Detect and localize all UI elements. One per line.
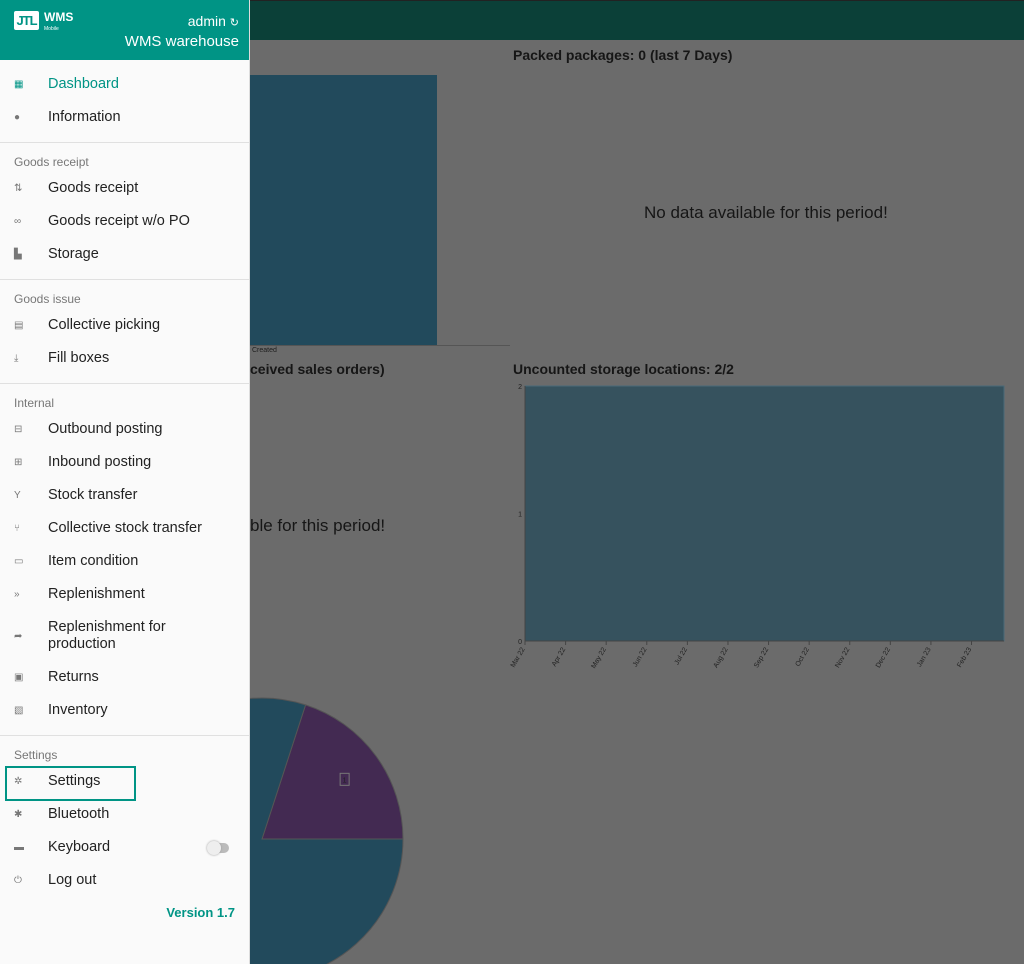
plus-box-icon: ⊞ <box>14 457 23 468</box>
nav-item-label: Dashboard <box>48 76 119 92</box>
created-bar <box>250 75 437 345</box>
nav-item-label: Log out <box>48 872 97 888</box>
nav-item-label: Goods receipt w/o PO <box>48 213 190 229</box>
nav-item-dashboard[interactable]: ▦ Dashboard <box>0 68 249 101</box>
y-tick-label: 0 <box>518 639 522 646</box>
nav-item-collective-stock-transfer[interactable]: ⑂ Collective stock transfer <box>0 512 249 545</box>
logo: JTL WMS Mobile <box>14 11 73 35</box>
nav-item-goods-receipt-w-o-po[interactable]: ∞ Goods receipt w/o PO <box>0 205 249 238</box>
y-tick-label: 2 <box>518 384 522 391</box>
nav-item-label: Stock transfer <box>48 487 138 503</box>
keyboard-icon: ▬ <box>14 842 24 853</box>
nav-item-label: Replenishment <box>48 586 145 602</box>
sales-orders-title: ceived sales orders) <box>250 361 385 377</box>
section-header: Settings <box>14 748 58 762</box>
sales-nodata: ble for this period! <box>250 516 386 535</box>
arrows-updown-icon: ⇅ <box>14 183 23 194</box>
nav-item-label: Inbound posting <box>48 454 152 470</box>
user-name[interactable]: admin ↻ <box>187 13 239 29</box>
nav-item-replenishment-for-production[interactable]: ➦ Replenishment for production <box>0 611 249 661</box>
pie-slice <box>261 704 404 840</box>
merge-icon: Y <box>14 490 21 501</box>
nav-item-bluetooth[interactable]: ✱ Bluetooth <box>0 798 249 831</box>
nav-item-label: Inventory <box>48 702 108 718</box>
section-header: Goods issue <box>14 292 81 306</box>
nav-section: Goods issue ▤ Collective picking ⤓ Fill boxe… <box>0 280 249 384</box>
nav-item-replenishment[interactable]: » Replenishment <box>0 578 249 611</box>
slice-label: 1 <box>343 777 347 784</box>
infinity-icon: ∞ <box>14 216 22 227</box>
inventory-icon: ▧ <box>14 705 24 716</box>
minus-box-icon: ⊟ <box>14 424 23 435</box>
nav-item-label: Returns <box>48 669 99 685</box>
fast-forward-icon: » <box>14 589 20 600</box>
nav-item-stock-transfer[interactable]: Y Stock transfer <box>0 479 249 512</box>
nav-section: Settings ✲ Settings ✱ Bluetooth ▬ Keyboard ⏻ Log… <box>0 736 249 905</box>
share-arrow-icon: ➦ <box>14 630 23 642</box>
storage-icon: ▙ <box>14 249 22 260</box>
nav-item-label: Keyboard <box>48 839 111 855</box>
nav-section: Internal ⊟ Outbound posting ⊞ Inbound postin… <box>0 384 249 736</box>
drawer-header: JTL WMS Mobile admin ↻ WMS warehouse <box>0 0 249 60</box>
nav-item-inbound-posting[interactable]: ⊞ Inbound posting <box>0 446 249 479</box>
area-series <box>524 385 1005 642</box>
slice-label-box <box>339 772 350 786</box>
nav-item-label: Collective stock transfer <box>48 520 202 536</box>
nav-item-label: Bluetooth <box>48 806 110 822</box>
gear-icon: ✲ <box>14 776 23 787</box>
navigation-drawer: JTL WMS Mobile admin ↻ WMS warehouse ▦ Das… <box>0 0 250 964</box>
nav-item-inventory[interactable]: ▧ Inventory <box>0 694 249 727</box>
nav-item-label: Replenishment for production <box>48 619 166 652</box>
returns-icon: ▣ <box>14 672 24 683</box>
nav-item-information[interactable]: ● Information <box>0 101 249 134</box>
download-icon: ⤓ <box>14 353 19 364</box>
bar-axis <box>250 345 510 346</box>
nav-item-storage[interactable]: ▙ Storage <box>0 238 249 271</box>
nav-item-settings[interactable]: ✲ Settings <box>0 765 249 801</box>
nav-item-label: Storage <box>48 246 99 262</box>
nav-item-label: Fill boxes <box>48 350 110 366</box>
nav-item-label: Item condition <box>48 553 139 569</box>
packed-nodata: No data available for this period! <box>644 203 888 222</box>
section-header: Goods receipt <box>14 155 89 169</box>
nav-item-label: Information <box>48 109 121 125</box>
packed-packages-title: Packed packages: 0 (last 7 Days) <box>513 47 733 63</box>
keyboard-toggle[interactable] <box>207 841 229 855</box>
multi-merge-icon: ⑂ <box>14 523 20 534</box>
nav-item-item-condition[interactable]: ▭ Item condition <box>0 545 249 578</box>
nav-item-keyboard[interactable]: ▬ Keyboard <box>0 831 249 864</box>
warehouse-name: WMS warehouse <box>124 33 239 50</box>
nav-item-outbound-posting[interactable]: ⊟ Outbound posting <box>0 413 249 446</box>
nav-item-label: Collective picking <box>48 317 161 333</box>
bluetooth-icon: ✱ <box>14 809 23 820</box>
nav-item-log-out[interactable]: ⏻ Log out <box>0 864 249 897</box>
nav-item-label: Settings <box>48 773 101 789</box>
info-icon: ● <box>14 112 21 123</box>
sync-icon[interactable]: ↻ <box>229 17 239 29</box>
nav-item-label: Goods receipt <box>48 180 139 196</box>
nav-item-fill-boxes[interactable]: ⤓ Fill boxes <box>0 342 249 375</box>
uncounted-title: Uncounted storage locations: 2/2 <box>513 361 734 377</box>
nav-item-label: Outbound posting <box>48 421 163 437</box>
nav-item-collective-picking[interactable]: ▤ Collective picking <box>0 309 249 342</box>
dashboard-icon: ▦ <box>14 79 24 90</box>
nav-item-goods-receipt[interactable]: ⇅ Goods receipt <box>0 172 249 205</box>
item-condition-icon: ▭ <box>14 556 24 567</box>
version-label: Version 1.7 <box>166 905 235 920</box>
nav-item-returns[interactable]: ▣ Returns <box>0 661 249 694</box>
y-tick-label: 1 <box>518 512 522 519</box>
power-icon: ⏻ <box>14 875 22 886</box>
section-header: Internal <box>14 396 55 410</box>
clipboard-icon: ▤ <box>14 320 24 331</box>
nav-section: Goods receipt ⇅ Goods receipt ∞ Goods receip… <box>0 143 249 280</box>
bar-axis-label: Created <box>252 347 277 354</box>
